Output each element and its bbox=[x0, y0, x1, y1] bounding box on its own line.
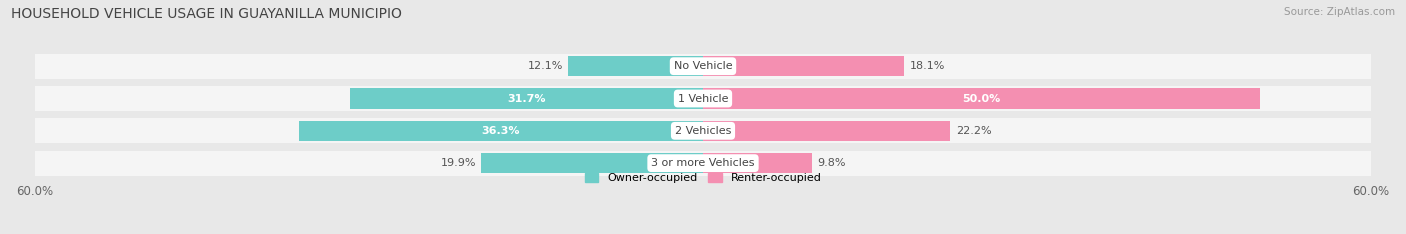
Text: 2 Vehicles: 2 Vehicles bbox=[675, 126, 731, 136]
Text: 36.3%: 36.3% bbox=[482, 126, 520, 136]
Text: 3 or more Vehicles: 3 or more Vehicles bbox=[651, 158, 755, 168]
Text: Source: ZipAtlas.com: Source: ZipAtlas.com bbox=[1284, 7, 1395, 17]
Bar bbox=[703, 88, 1260, 109]
Text: 1 Vehicle: 1 Vehicle bbox=[678, 94, 728, 103]
Bar bbox=[703, 153, 813, 173]
Text: 22.2%: 22.2% bbox=[956, 126, 991, 136]
Text: 12.1%: 12.1% bbox=[527, 61, 562, 71]
Bar bbox=[703, 56, 904, 76]
Bar bbox=[35, 118, 1371, 143]
Text: HOUSEHOLD VEHICLE USAGE IN GUAYANILLA MUNICIPIO: HOUSEHOLD VEHICLE USAGE IN GUAYANILLA MU… bbox=[11, 7, 402, 21]
Text: 9.8%: 9.8% bbox=[818, 158, 846, 168]
Text: No Vehicle: No Vehicle bbox=[673, 61, 733, 71]
Text: 19.9%: 19.9% bbox=[440, 158, 475, 168]
Bar bbox=[568, 56, 703, 76]
Bar bbox=[703, 121, 950, 141]
Bar bbox=[350, 88, 703, 109]
Bar bbox=[35, 86, 1371, 111]
Text: 31.7%: 31.7% bbox=[508, 94, 546, 103]
Bar bbox=[35, 150, 1371, 176]
Bar bbox=[35, 54, 1371, 79]
Text: 18.1%: 18.1% bbox=[910, 61, 945, 71]
Bar bbox=[299, 121, 703, 141]
Text: 50.0%: 50.0% bbox=[962, 94, 1001, 103]
Legend: Owner-occupied, Renter-occupied: Owner-occupied, Renter-occupied bbox=[581, 168, 825, 188]
Bar bbox=[481, 153, 703, 173]
